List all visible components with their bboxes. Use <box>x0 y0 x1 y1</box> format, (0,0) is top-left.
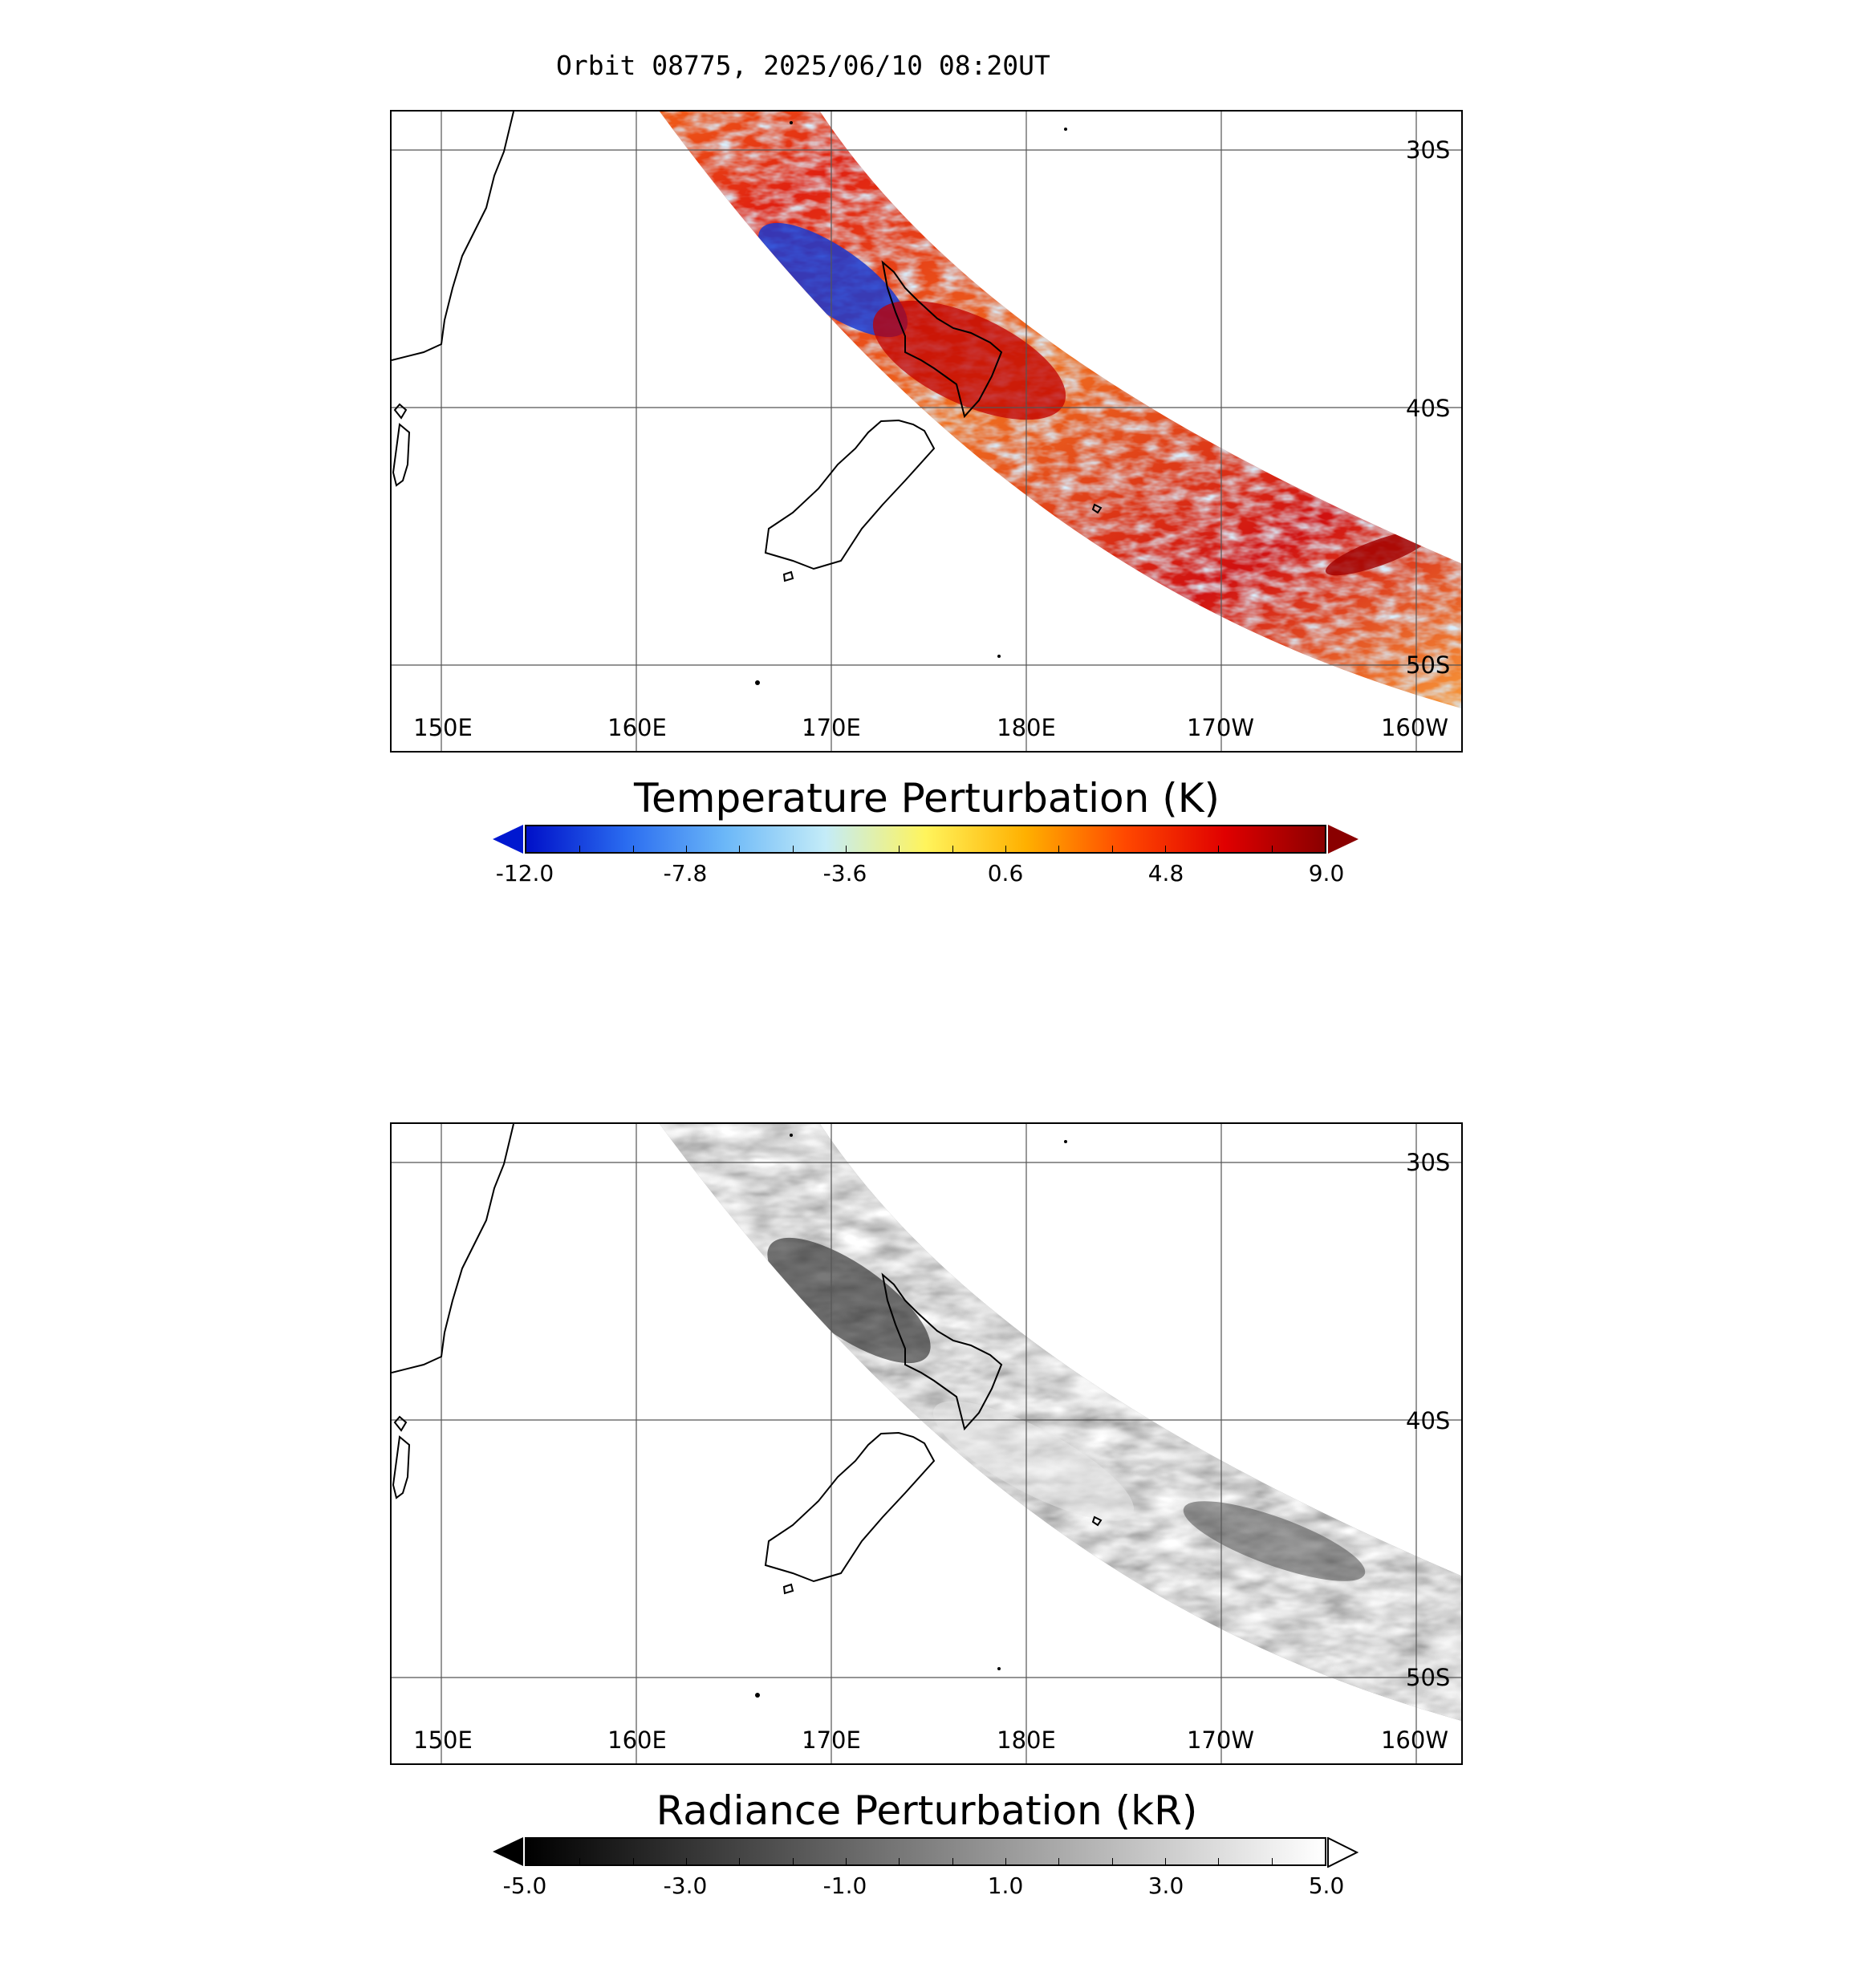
radiance-tick: 1.0 <box>987 1872 1024 1899</box>
colorbar-minor-tick <box>1271 846 1273 852</box>
temperature-tick: -7.8 <box>663 860 708 886</box>
colorbar-minor-tick <box>686 846 687 852</box>
colorbar-minor-tick <box>1165 846 1166 852</box>
coastlines <box>392 112 1103 582</box>
temperature-tick: 0.6 <box>987 860 1024 886</box>
lat-label-30s: 30S <box>1406 136 1451 164</box>
temperature-tick: 9.0 <box>1308 860 1345 886</box>
lon-label-180e: 180E <box>997 714 1056 741</box>
lon-label-160e: 160E <box>607 714 667 741</box>
lon-label-170e: 170E <box>802 1726 861 1754</box>
temperature-colorbar-under-arrow <box>493 825 523 854</box>
colorbar-minor-tick <box>846 846 847 852</box>
colorbar-minor-tick <box>1005 846 1006 852</box>
lon-label-150e: 150E <box>413 1726 473 1754</box>
radiance-colorbar-title: Radiance Perturbation (kR) <box>656 1787 1198 1834</box>
colorbar-minor-tick <box>952 846 953 852</box>
radiance-colorbar-under-arrow <box>493 1837 523 1866</box>
colorbar-minor-tick <box>899 1858 900 1864</box>
temperature-tick: -3.6 <box>822 860 867 886</box>
lat-label-50s: 50S <box>1406 651 1451 679</box>
colorbar-minor-tick <box>739 1858 741 1864</box>
radiance-map-canvas <box>392 1124 1461 1763</box>
temperature-tick: -12.0 <box>495 860 554 886</box>
lon-label-150e: 150E <box>413 714 473 741</box>
colorbar-minor-tick <box>579 846 581 852</box>
radiance-tick: -3.0 <box>663 1872 708 1899</box>
colorbar-minor-tick <box>1218 1858 1220 1864</box>
radiance-swath <box>660 1124 1461 1722</box>
temperature-colorbar <box>525 825 1326 854</box>
colorbar-minor-tick <box>1005 1858 1006 1864</box>
lat-label-50s: 50S <box>1406 1664 1451 1691</box>
graticule <box>392 112 1461 751</box>
lon-label-160e: 160E <box>607 1726 667 1754</box>
colorbar-minor-tick <box>952 1858 953 1864</box>
lon-label-170w: 170W <box>1186 714 1255 741</box>
small-islands <box>755 1134 1067 1746</box>
colorbar-minor-tick <box>1271 1858 1273 1864</box>
lon-label-170w: 170W <box>1186 1726 1255 1754</box>
lon-label-180e: 180E <box>997 1726 1056 1754</box>
colorbar-minor-tick <box>1111 846 1113 852</box>
colorbar-minor-tick <box>579 1858 581 1864</box>
temperature-swath <box>660 112 1461 709</box>
colorbar-minor-tick <box>792 1858 794 1864</box>
small-islands <box>755 121 1067 733</box>
lon-label-160w: 160W <box>1380 714 1449 741</box>
radiance-tick: -1.0 <box>822 1872 867 1899</box>
radiance-tick: 5.0 <box>1308 1872 1345 1899</box>
colorbar-minor-tick <box>792 846 794 852</box>
graticule <box>392 1124 1461 1763</box>
colorbar-minor-tick <box>1058 846 1060 852</box>
colorbar-minor-tick <box>899 846 900 852</box>
temperature-tick: 4.8 <box>1147 860 1184 886</box>
temperature-map <box>390 110 1463 753</box>
lon-label-160w: 160W <box>1380 1726 1449 1754</box>
colorbar-minor-tick <box>1165 1858 1166 1864</box>
lon-label-170e: 170E <box>802 714 861 741</box>
temperature-colorbar-title: Temperature Perturbation (K) <box>633 775 1220 822</box>
colorbar-minor-tick <box>1058 1858 1060 1864</box>
coastlines <box>392 1124 1103 1595</box>
lat-label-40s: 40S <box>1406 395 1451 422</box>
radiance-colorbar-over-arrow <box>1327 1837 1359 1868</box>
lat-label-30s: 30S <box>1406 1149 1451 1176</box>
radiance-map <box>390 1122 1463 1765</box>
temperature-colorbar-over-arrow <box>1328 825 1358 854</box>
colorbar-minor-tick <box>686 1858 687 1864</box>
colorbar-minor-tick <box>632 846 634 852</box>
radiance-tick: 3.0 <box>1147 1872 1184 1899</box>
lat-label-40s: 40S <box>1406 1407 1451 1434</box>
colorbar-minor-tick <box>632 1858 634 1864</box>
orbit-title: Orbit 08775, 2025/06/10 08:20UT <box>556 50 1050 81</box>
colorbar-minor-tick <box>739 846 741 852</box>
colorbar-minor-tick <box>846 1858 847 1864</box>
colorbar-minor-tick <box>1111 1858 1113 1864</box>
radiance-colorbar <box>525 1837 1326 1866</box>
temperature-map-canvas <box>392 112 1461 751</box>
colorbar-minor-tick <box>1218 846 1220 852</box>
radiance-tick: -5.0 <box>502 1872 547 1899</box>
